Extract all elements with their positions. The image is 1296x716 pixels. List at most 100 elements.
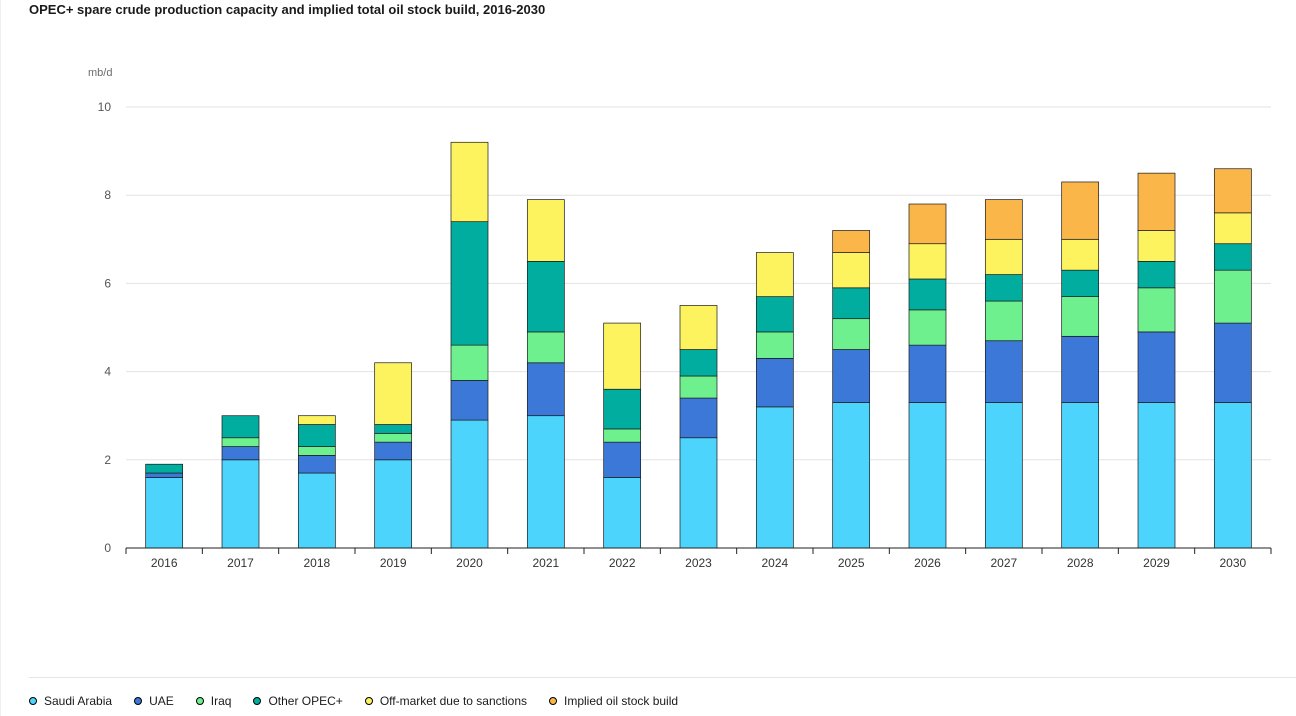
bar-segment	[755, 296, 794, 333]
x-tick-label: 2020	[456, 556, 483, 570]
bar-segment	[297, 415, 336, 425]
x-tick-label: 2017	[227, 556, 254, 570]
legend-swatch	[29, 697, 37, 705]
bar-segment	[1061, 269, 1100, 297]
bar-segment	[1061, 238, 1100, 271]
bar-segment	[832, 402, 871, 549]
x-tick-label: 2022	[609, 556, 636, 570]
bar-segment	[908, 203, 947, 245]
bar-segment	[908, 402, 947, 549]
legend-label: Saudi Arabia	[44, 694, 113, 708]
bar-segment	[908, 243, 947, 280]
bar-segment	[679, 375, 718, 399]
x-tick-label: 2016	[151, 556, 178, 570]
bar-segment	[908, 344, 947, 403]
bar-segment	[679, 437, 718, 549]
legend-item: Implied oil stock build	[549, 694, 678, 708]
legend-label: Off-market due to sanctions	[379, 694, 527, 708]
bar-stack-2017	[221, 415, 260, 549]
x-tick-label: 2027	[990, 556, 1017, 570]
bar-stack-2016	[145, 463, 184, 549]
bar-segment	[984, 300, 1023, 342]
x-tick-label: 2028	[1067, 556, 1094, 570]
bar-segment	[908, 309, 947, 346]
legend-swatch	[549, 697, 557, 705]
bar-segment	[1061, 181, 1100, 240]
legend-label: UAE	[149, 694, 174, 708]
bar-segment	[221, 415, 260, 439]
bar-segment	[526, 261, 565, 333]
bar-stack-2027	[984, 199, 1023, 549]
x-tick-label: 2025	[838, 556, 865, 570]
x-tick-label: 2019	[380, 556, 407, 570]
legend-item: Iraq	[195, 694, 232, 708]
bar-segment	[755, 358, 794, 408]
bar-segment	[755, 252, 794, 297]
bar-segment	[1137, 172, 1176, 231]
bar-segment	[526, 199, 565, 262]
bar-segment	[374, 362, 413, 425]
x-axis: 2016 2017 2018 2019 2020 2021 2022 2023 2024 2025…	[125, 547, 1272, 570]
bar-segment	[1213, 243, 1252, 271]
bar-segment	[145, 463, 184, 474]
bar-stack-2026	[908, 203, 947, 549]
bar-stack-2018	[297, 415, 336, 549]
legend-label: Other OPEC+	[268, 694, 343, 708]
bar-segment	[526, 331, 565, 364]
bar-segment	[984, 340, 1023, 403]
bar-segment	[984, 402, 1023, 549]
bar-segment	[221, 446, 260, 461]
bar-segment	[755, 406, 794, 549]
legend-label: Iraq	[210, 694, 232, 708]
bar-segment	[1213, 168, 1252, 214]
bar-segment	[297, 446, 336, 456]
bar-segment	[1137, 402, 1176, 549]
bar-segment	[297, 424, 336, 447]
bar-stack-2028	[1061, 181, 1100, 549]
bar-segment	[679, 349, 718, 377]
bar-segment	[374, 459, 413, 549]
y-tick-label: 0	[104, 541, 111, 555]
bar-segment	[221, 437, 260, 447]
legend-item: Other OPEC+	[253, 694, 343, 708]
bar-segment	[984, 274, 1023, 302]
bar-segment	[450, 141, 489, 223]
bar-segment	[679, 397, 718, 439]
bar-segment	[1137, 287, 1176, 333]
bar-segment	[297, 472, 336, 549]
y-tick-label: 6	[104, 276, 111, 290]
y-tick-label: 10	[98, 100, 112, 114]
legend-swatch	[253, 697, 262, 705]
bar-segment	[603, 428, 642, 443]
bar-segment	[374, 441, 413, 461]
bar-segment	[450, 419, 489, 549]
bar-segment	[832, 318, 871, 350]
chart-title: OPEC+ spare crude production capacity an…	[29, 2, 546, 17]
bar-segment	[450, 344, 489, 381]
x-tick-label: 2018	[303, 556, 330, 570]
bar-stack-2023	[679, 305, 718, 549]
x-tick-label: 2029	[1143, 556, 1170, 570]
bar-stack-2029	[1137, 172, 1176, 549]
bar-segment	[832, 287, 871, 320]
bar-segment	[1213, 212, 1252, 245]
bar-segment	[1137, 230, 1176, 262]
y-tick-label: 8	[104, 188, 111, 202]
legend-divider	[29, 677, 1296, 678]
bar-segment	[603, 441, 642, 478]
bar-segment	[832, 349, 871, 403]
bar-segment	[221, 459, 260, 549]
bar-stack-2021	[526, 199, 565, 549]
legend-item: Off-market due to sanctions	[364, 694, 527, 708]
bar-segment	[145, 477, 184, 549]
bar-segment	[908, 278, 947, 311]
bar-segment	[1061, 335, 1100, 403]
x-tick-label: 2021	[532, 556, 559, 570]
y-axis-unit-label: mb/d	[88, 67, 112, 79]
x-tick-label: 2026	[914, 556, 941, 570]
bar-stack-2020	[450, 141, 489, 549]
bar-segment	[145, 472, 184, 478]
y-tick-label: 4	[104, 365, 111, 379]
bar-stack-2025	[832, 230, 871, 549]
